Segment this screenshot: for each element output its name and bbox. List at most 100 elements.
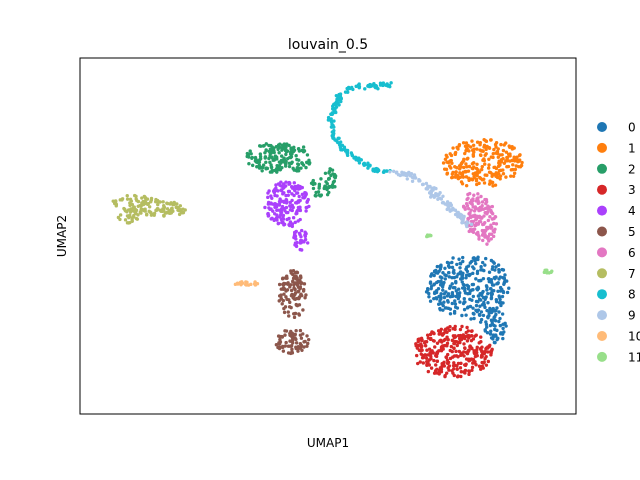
cluster-3-point <box>452 346 456 350</box>
cluster-1-point <box>464 183 469 188</box>
cluster-4-point <box>288 200 292 205</box>
cluster-5-point <box>301 308 305 312</box>
cluster-3-point <box>470 334 474 338</box>
cluster-1-point <box>472 150 476 154</box>
cluster-1-point <box>443 157 448 162</box>
cluster-0-point <box>489 287 493 291</box>
cluster-7-point <box>114 202 119 207</box>
cluster-3-point <box>417 348 422 352</box>
cluster-3-point <box>446 352 450 357</box>
cluster-0-point <box>448 312 453 316</box>
cluster-3-point <box>424 340 429 344</box>
cluster-0-point <box>471 265 475 269</box>
cluster-5-point <box>298 285 303 289</box>
cluster-2-point <box>289 154 294 159</box>
cluster-1-point <box>498 177 502 181</box>
cluster-0-point <box>478 313 482 317</box>
cluster-2-point <box>297 158 301 162</box>
cluster-2-point <box>304 165 308 170</box>
cluster-0-point <box>459 270 463 274</box>
cluster-0-point <box>450 275 454 280</box>
cluster-1-point <box>445 160 449 164</box>
cluster-3-point <box>463 346 467 350</box>
cluster-1-point <box>512 155 516 159</box>
cluster-3-point <box>477 364 482 368</box>
cluster-1-point <box>495 175 500 180</box>
cluster-0-point <box>469 317 473 321</box>
cluster-5-point <box>298 328 303 333</box>
cluster-0-point <box>472 316 476 321</box>
cluster-1-point <box>465 165 469 169</box>
cluster-1-point <box>461 141 466 145</box>
cluster-6-point <box>493 215 498 219</box>
cluster-8-point <box>354 158 358 162</box>
cluster-4-point <box>266 195 270 200</box>
cluster-3-point <box>465 339 470 343</box>
cluster-0-point <box>447 271 451 275</box>
cluster-7-point <box>160 209 165 214</box>
cluster-4-point <box>266 200 271 205</box>
cluster-2-point <box>246 152 251 157</box>
cluster-3-point <box>444 371 449 375</box>
cluster-3-point <box>484 347 488 351</box>
cluster-0-point <box>442 295 447 300</box>
cluster-4-point <box>272 203 277 207</box>
cluster-0-point <box>490 267 495 271</box>
cluster-0-point <box>464 313 468 317</box>
cluster-4-point <box>268 207 272 211</box>
cluster-5-point <box>305 344 309 348</box>
cluster-8-point <box>346 87 350 91</box>
cluster-0-point <box>429 274 433 278</box>
cluster-4-point <box>279 207 284 211</box>
cluster-3-point <box>453 327 457 332</box>
cluster-0-point <box>485 288 489 292</box>
cluster-3-point <box>474 333 478 337</box>
cluster-7-point <box>138 204 142 208</box>
cluster-7-point <box>113 199 118 203</box>
cluster-0-point <box>458 266 462 270</box>
cluster-1-point <box>484 139 489 144</box>
cluster-6-point <box>481 207 486 211</box>
cluster-3-point <box>452 341 457 346</box>
cluster-4-point <box>306 197 310 202</box>
cluster-1-point <box>449 158 453 163</box>
cluster-2-point <box>253 155 258 160</box>
cluster-6-point <box>464 201 469 206</box>
cluster-2-point <box>272 146 276 150</box>
cluster-2-point <box>292 168 296 172</box>
cluster-4-point <box>282 191 286 195</box>
cluster-3-point <box>443 373 447 378</box>
cluster-7-point <box>181 207 185 211</box>
cluster-2-point <box>268 170 273 174</box>
cluster-5-point <box>294 329 298 333</box>
cluster-7-point <box>143 195 147 199</box>
cluster-0-point <box>479 278 483 283</box>
cluster-2-point <box>300 161 304 165</box>
cluster-8-point <box>366 84 370 88</box>
cluster-3-point <box>420 344 424 348</box>
cluster-3-point <box>420 338 424 342</box>
cluster-0-point <box>478 320 483 324</box>
cluster-4-point <box>300 192 305 197</box>
cluster-0-point <box>468 304 473 309</box>
cluster-2-point <box>325 192 330 197</box>
cluster-3-point <box>447 328 452 332</box>
cluster-0-point <box>436 286 441 291</box>
cluster-8-point <box>338 94 342 99</box>
cluster-7-point <box>130 208 135 213</box>
cluster-4-point <box>295 208 300 213</box>
cluster-5-point <box>306 337 311 342</box>
cluster-2-point <box>314 194 318 198</box>
cluster-0-point <box>476 286 481 291</box>
cluster-2-point <box>268 160 272 165</box>
cluster-1-point <box>454 170 458 174</box>
cluster-0-point <box>476 294 481 298</box>
cluster-5-point <box>276 345 280 350</box>
cluster-0-point <box>481 260 485 265</box>
cluster-7-point <box>161 200 165 204</box>
cluster-5-point <box>277 282 282 287</box>
cluster-0-point <box>458 300 462 304</box>
cluster-0-point <box>433 290 437 294</box>
cluster-5-point <box>299 292 303 296</box>
cluster-3-point <box>470 329 474 333</box>
